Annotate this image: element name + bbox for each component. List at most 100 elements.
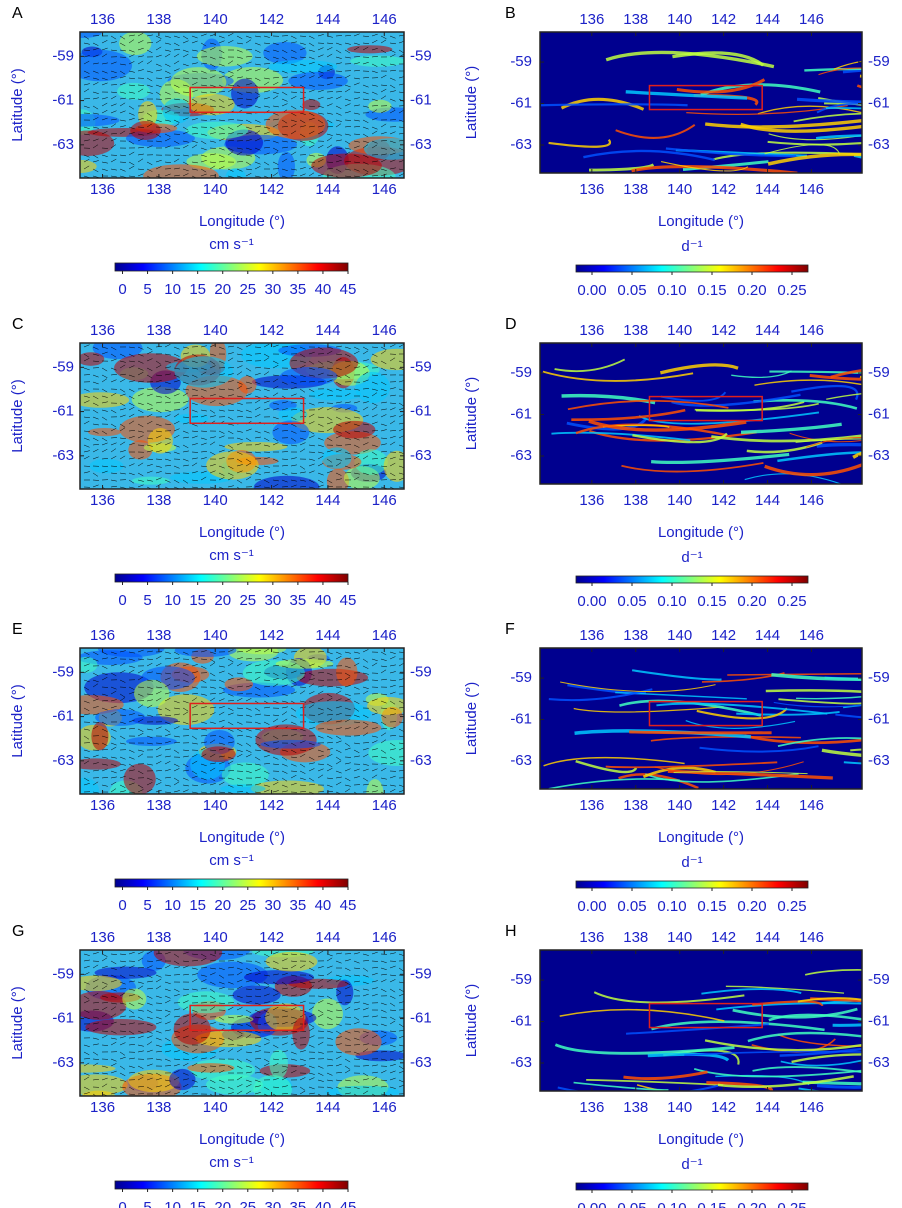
vector: [353, 409, 360, 412]
vector: [101, 161, 108, 164]
vector: [218, 367, 225, 369]
vector: [326, 53, 333, 58]
vector: [362, 690, 369, 695]
vector: [272, 402, 279, 405]
vector: [362, 753, 369, 758]
vector: [146, 699, 153, 702]
vector: [92, 138, 99, 142]
vector: [281, 350, 288, 355]
vector: [146, 960, 153, 962]
colorbar-tick-label: 25: [239, 592, 256, 609]
vector: [245, 105, 252, 107]
vector: [335, 458, 342, 461]
colorbar-tick-label: 45: [340, 1199, 357, 1208]
vector: [119, 1023, 126, 1026]
vector: [227, 760, 234, 765]
vector: [299, 1058, 306, 1061]
vector: [209, 697, 216, 702]
field-blob: [253, 1075, 293, 1096]
vector: [146, 450, 153, 453]
ridge: [835, 713, 862, 719]
field-blob: [272, 420, 310, 445]
vector: [317, 698, 324, 702]
vector: [299, 988, 306, 991]
vector: [155, 770, 162, 772]
vector: [173, 662, 180, 667]
vector: [101, 1035, 108, 1039]
vector: [362, 91, 369, 95]
vector: [263, 742, 270, 747]
vector: [317, 416, 324, 419]
vector: [290, 381, 297, 385]
vector: [227, 728, 234, 732]
vector: [344, 84, 351, 88]
vector: [119, 1065, 126, 1070]
ridge: [824, 102, 862, 106]
vector: [209, 387, 216, 390]
vector: [245, 476, 252, 481]
vector: [254, 1009, 261, 1013]
vector: [344, 784, 351, 787]
vector: [335, 123, 342, 128]
vector: [344, 967, 351, 971]
x-tick-label-bottom: 138: [623, 797, 648, 814]
vector: [173, 68, 180, 72]
vector: [227, 712, 234, 716]
vector: [371, 692, 378, 695]
vector: [380, 88, 387, 93]
vector: [326, 735, 333, 739]
vector: [92, 672, 99, 677]
vector: [371, 40, 378, 44]
vector: [173, 721, 180, 723]
vector: [218, 160, 225, 163]
vector: [236, 395, 243, 398]
vector: [164, 951, 171, 955]
vector: [254, 981, 261, 986]
vector: [326, 1065, 333, 1067]
vector: [281, 1058, 288, 1060]
vector: [254, 395, 261, 399]
vector: [371, 698, 378, 702]
vector: [290, 49, 297, 53]
vector: [326, 137, 333, 142]
vector: [335, 154, 342, 158]
vector: [200, 974, 207, 977]
vector: [371, 966, 378, 969]
vector: [182, 672, 189, 676]
vector: [380, 35, 387, 39]
vector: [173, 119, 180, 123]
vector: [326, 754, 333, 758]
vector: [218, 472, 225, 476]
vector: [173, 777, 180, 782]
vector: [227, 98, 234, 101]
vector: [155, 707, 162, 710]
vector: [317, 735, 324, 739]
vector: [155, 1085, 162, 1088]
field-blob: [80, 1074, 128, 1096]
vector: [389, 1064, 396, 1067]
vector: [119, 82, 126, 86]
colorbar-tick-label: 0.05: [617, 593, 646, 610]
vector: [335, 472, 342, 476]
vector: [209, 783, 216, 786]
vector: [173, 960, 180, 965]
vector: [335, 706, 342, 709]
vector: [380, 693, 387, 695]
y-tick-label-left: -61: [52, 1010, 74, 1027]
colorbar-tick-label: 40: [315, 281, 332, 298]
ridge: [768, 133, 862, 141]
vector: [389, 1016, 396, 1021]
vector: [371, 381, 378, 385]
vector: [371, 784, 378, 787]
x-tick-label-top: 138: [623, 11, 648, 28]
vector: [83, 400, 90, 404]
vector: [218, 706, 225, 709]
vector: [308, 486, 315, 489]
vector: [317, 768, 324, 772]
vector: [128, 457, 135, 460]
vector: [146, 70, 153, 73]
vector: [209, 749, 216, 751]
vector: [110, 1078, 117, 1081]
vector: [380, 381, 387, 386]
vector: [209, 353, 216, 356]
